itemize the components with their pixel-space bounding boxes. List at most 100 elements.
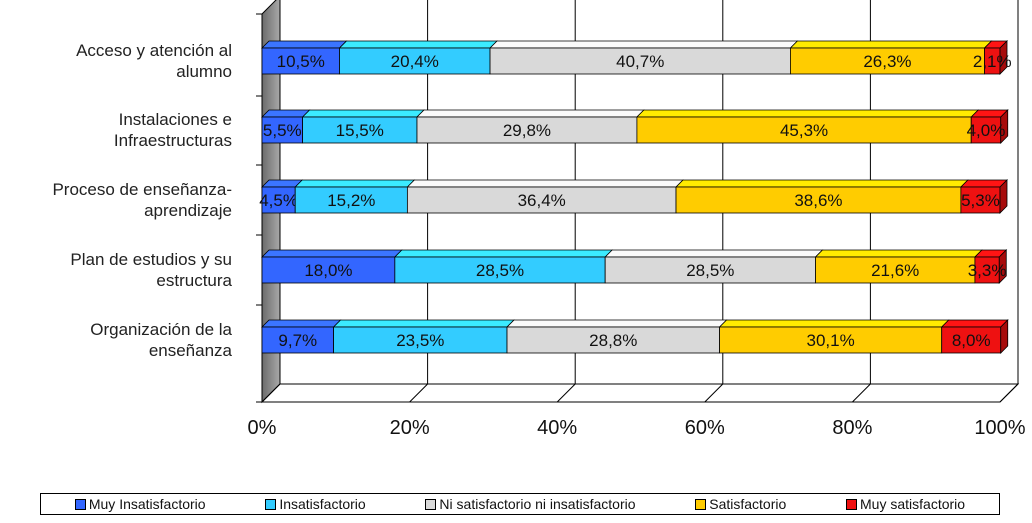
bar-top [506,319,728,328]
bar-end [998,249,1007,284]
bar-top [416,109,645,118]
bar-segment [261,186,296,214]
bar-segment [974,256,1000,284]
bar-segment [406,186,677,214]
data-label: 40,7% [616,52,664,71]
data-label: 23,5% [396,331,444,350]
category-label-line: alumno [176,62,232,81]
bar-top [261,109,311,118]
stacked-bar-chart: 0% 20% 40% 60% 80% 100% 10,5% 20,4% 40,7% 26,3% 2,… [52,0,1026,439]
bar-segment [394,256,606,284]
bar-segment [333,326,508,354]
data-label: 18,0% [304,261,352,280]
category-label-line: Organización de la [90,320,232,339]
legend-item: Satisfactorio [695,496,786,512]
data-label: 38,6% [794,191,842,210]
data-label: 5,5% [263,121,302,140]
legend-label: Insatisfactorio [279,496,366,512]
data-label: 30,1% [807,331,855,350]
bar-segment [815,256,976,284]
x-tick-label: 20% [390,417,430,439]
bar-top [718,319,950,328]
legend-swatch [846,498,858,510]
bar-segment [261,47,340,75]
legend-item: Muy Insatisfactorio [74,496,206,512]
legend-label: Ni satisfactorio ni insatisfactorio [439,496,636,512]
bar-top [261,40,348,49]
category-label-line: enseñanza [149,341,233,360]
legend-label: Muy satisfactorio [860,496,966,512]
data-label: 4,5% [259,191,298,210]
data-label: 36,4% [518,191,566,210]
data-label: 5,3% [961,191,1000,210]
floor [260,383,1020,403]
data-label: 8,0% [952,331,991,350]
bar-top [940,319,1009,328]
legend-label: Satisfactorio [709,496,787,512]
bar-top [959,179,1008,188]
x-tick-label: 100% [974,417,1025,439]
legend-swatch [74,498,86,510]
bar-segment [302,116,418,144]
data-label: 21,6% [871,261,919,280]
bar-top [261,249,403,258]
category-label: Acceso y atención al alumno [76,41,232,81]
category-label-line: Plan de estudios y su [70,250,232,269]
bar-segment [261,256,396,284]
gridline-floor [852,383,871,403]
category-label-line: Infraestructuras [114,131,232,150]
bar-segment [339,47,491,75]
bar-segment [970,116,1002,144]
bar-top [332,319,515,328]
category-label: Plan de estudios y su estructura [70,250,232,290]
bar-segment [941,326,1002,354]
bar-segment [294,186,408,214]
bar-segment [261,116,303,144]
bar-segment [261,326,334,354]
bar-top [393,249,614,258]
data-label: 15,2% [327,191,375,210]
bar-top [814,249,983,258]
category-label-line: Proceso de enseñanza- [52,180,232,199]
bar-segment [790,47,985,75]
data-label: 28,8% [589,331,637,350]
gridline-floor [261,383,281,403]
legend: Muy Insatisfactorio Insatisfactorio Ni sat… [40,493,1000,515]
bar-segment [489,47,791,75]
x-tick-label: 60% [685,417,725,439]
category-label-line: Instalaciones e [119,110,232,129]
bar-segment [719,326,943,354]
data-label: 9,7% [278,331,317,350]
data-label: 26,3% [863,52,911,71]
bar-end [999,40,1008,75]
data-label: 4,0% [967,121,1006,140]
data-label: 3,3% [968,261,1007,280]
bar-top [489,40,799,49]
legend-item: Insatisfactorio [265,496,366,512]
plot-area: 0% 20% 40% 60% 80% 100% 10,5% 20,4% 40,7% 26,3% 2,… [52,0,1026,439]
data-label: 15,5% [336,121,384,140]
bar-segment [636,116,972,144]
data-label: 29,8% [503,121,551,140]
category-label: Instalaciones e Infraestructuras [114,110,232,150]
data-label: 2,1% [973,52,1012,71]
bar-segment [960,186,1001,214]
data-label: 28,5% [476,261,524,280]
bar-top [675,179,969,188]
bar-top [789,40,993,49]
legend-label: Muy Insatisfactorio [88,496,206,512]
bar-end [1000,109,1009,144]
category-label-line: aprendizaje [144,201,232,220]
category-label-line: Acceso y atención al [76,41,232,60]
category-label: Organización de la enseñanza [90,320,232,360]
category-label: Proceso de enseñanza-aprendizaje [52,180,232,220]
legend-swatch [695,498,707,510]
bar-top [338,40,499,49]
bar-segment [416,116,638,144]
bar-top [604,249,824,258]
data-label: 20,4% [391,52,439,71]
gridline-floor [704,383,724,403]
category-label-line: estructura [156,271,232,290]
data-label: 10,5% [277,52,325,71]
bar-top [635,109,980,118]
